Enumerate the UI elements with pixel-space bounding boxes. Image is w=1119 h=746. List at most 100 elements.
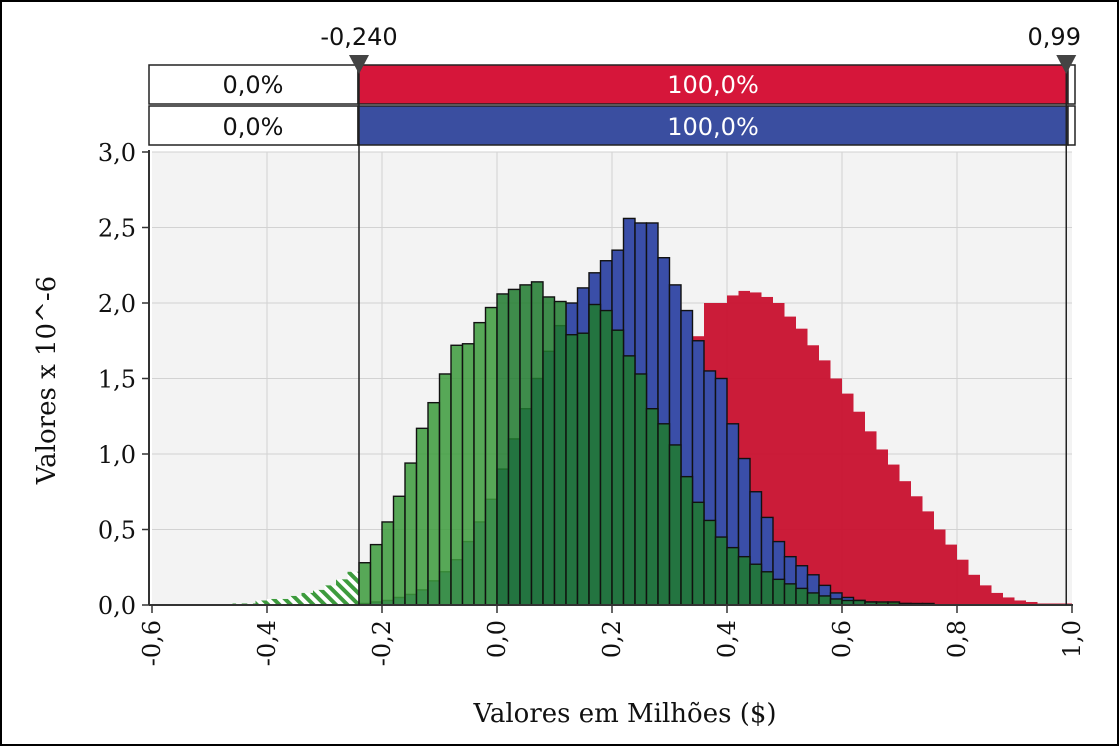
histogram-bar [611, 329, 625, 606]
right-delimiter-label: 0,99 [1028, 23, 1081, 51]
percent-bar-2-right [1067, 105, 1076, 146]
histogram-bar [691, 501, 705, 606]
histogram-bar [507, 288, 521, 606]
histogram-bar [347, 571, 359, 605]
histogram-bar [783, 583, 797, 606]
histogram-bar [865, 431, 877, 605]
histogram-bar [542, 296, 556, 606]
percent-bar-1: 0,0% 100,0% [148, 64, 1076, 105]
histogram-bar [1026, 601, 1038, 605]
histogram-bar [278, 598, 290, 605]
histogram-bar [795, 587, 809, 606]
x-axis-ticks: -0,6 -0,4 -0,2 0,0 0,2 0,4 0,6 0,8 1,0 [138, 605, 1086, 666]
histogram-bar [415, 427, 429, 606]
left-delimiter[interactable]: -0,240 [320, 23, 398, 605]
x-tick-label: 1,0 [1058, 620, 1086, 658]
histogram-bar [381, 521, 395, 606]
histogram-bar [255, 600, 267, 605]
percent-bar-1-middle [357, 64, 1069, 105]
histogram-bar [899, 481, 911, 605]
x-tick-label: 0,6 [828, 620, 856, 658]
histogram-bar [369, 543, 383, 606]
histogram-bar [818, 595, 832, 606]
histogram-bar [737, 555, 751, 606]
histogram-bar [576, 332, 590, 606]
histogram-bar [668, 444, 682, 606]
histogram-bar [645, 408, 659, 606]
histogram-bar [761, 296, 773, 605]
percent-bar-2-left-label: 0,0% [223, 113, 284, 141]
y-tick-label: 0,5 [98, 517, 136, 545]
percent-bar-2-left [148, 105, 359, 146]
y-tick-label: 1,0 [98, 441, 136, 469]
percent-bar-2-middle [357, 105, 1069, 146]
histogram-bar [750, 292, 762, 605]
left-delimiter-label: -0,240 [320, 23, 397, 51]
histogram-bar [634, 373, 648, 606]
histogram-bar [922, 511, 934, 605]
histogram-bar [726, 546, 740, 606]
histogram-bar [484, 306, 498, 606]
histogram-bar [588, 303, 602, 606]
histogram-bar [703, 519, 717, 606]
histogram-bar [806, 592, 820, 606]
histogram-bar [438, 373, 452, 606]
x-tick-label: 0,2 [598, 620, 626, 658]
y-axis-ticks: 0,0 0,5 1,0 1,5 2,0 2,5 3,0 [98, 139, 149, 620]
right-delimiter[interactable]: 0,99 [1028, 23, 1081, 605]
histogram-bar [404, 462, 418, 606]
histogram-bar [749, 563, 763, 606]
histogram-bar [530, 281, 544, 606]
histogram-bar [934, 529, 946, 605]
histogram-bar [680, 475, 694, 606]
y-tick-label: 1,5 [98, 366, 136, 394]
histogram-bar [565, 334, 579, 606]
histogram-bar [911, 496, 923, 605]
x-tick-label: 0,4 [713, 620, 741, 658]
histogram-bar [796, 328, 808, 605]
percent-bar-1-left-label: 0,0% [223, 71, 284, 99]
percent-bar-1-middle-label: 100,0% [667, 71, 759, 99]
percent-bar-2-middle-label: 100,0% [667, 113, 759, 141]
histogram-bar [784, 316, 796, 605]
histogram-bar [358, 562, 372, 606]
x-tick-label: -0,2 [368, 620, 396, 666]
left-delimiter-handle-icon[interactable] [349, 55, 369, 74]
x-tick-label: -0,6 [138, 620, 166, 666]
histogram-bar [957, 559, 969, 605]
x-tick-label: 0,8 [943, 620, 971, 658]
histogram-bar [968, 574, 980, 605]
histogram-bar [267, 598, 279, 605]
y-tick-label: 3,0 [98, 139, 136, 167]
histogram-bar [392, 495, 406, 606]
histogram-bar [819, 360, 831, 605]
histogram-bar [772, 578, 786, 606]
histogram-bar [980, 585, 992, 605]
histogram-bar [461, 343, 475, 606]
histogram-bar [738, 290, 750, 605]
y-tick-label: 0,0 [98, 592, 136, 620]
x-tick-label: -0,4 [253, 620, 281, 666]
histogram-bar [876, 449, 888, 605]
histogram-bar [313, 589, 325, 605]
histogram-bar [807, 345, 819, 605]
histogram-bar [519, 284, 533, 606]
histogram-bar [853, 411, 865, 605]
histogram-bar [336, 579, 348, 605]
histogram-bar [842, 393, 854, 605]
histogram-bar [290, 595, 302, 605]
histogram-bar [945, 544, 957, 605]
histogram-bar [427, 401, 441, 606]
histogram-bar [830, 378, 842, 605]
histogram-bar [1003, 597, 1015, 605]
histogram-bar [760, 571, 774, 606]
histogram-bar [599, 309, 613, 606]
histogram-bar [773, 303, 785, 605]
histogram-bar [473, 321, 487, 606]
right-delimiter-handle-icon[interactable] [1056, 55, 1077, 74]
histogram-bar [324, 585, 336, 605]
histogram-bar [301, 592, 313, 605]
y-axis-title: Valores x 10^-6 [32, 276, 62, 485]
histogram-bar [991, 592, 1003, 605]
